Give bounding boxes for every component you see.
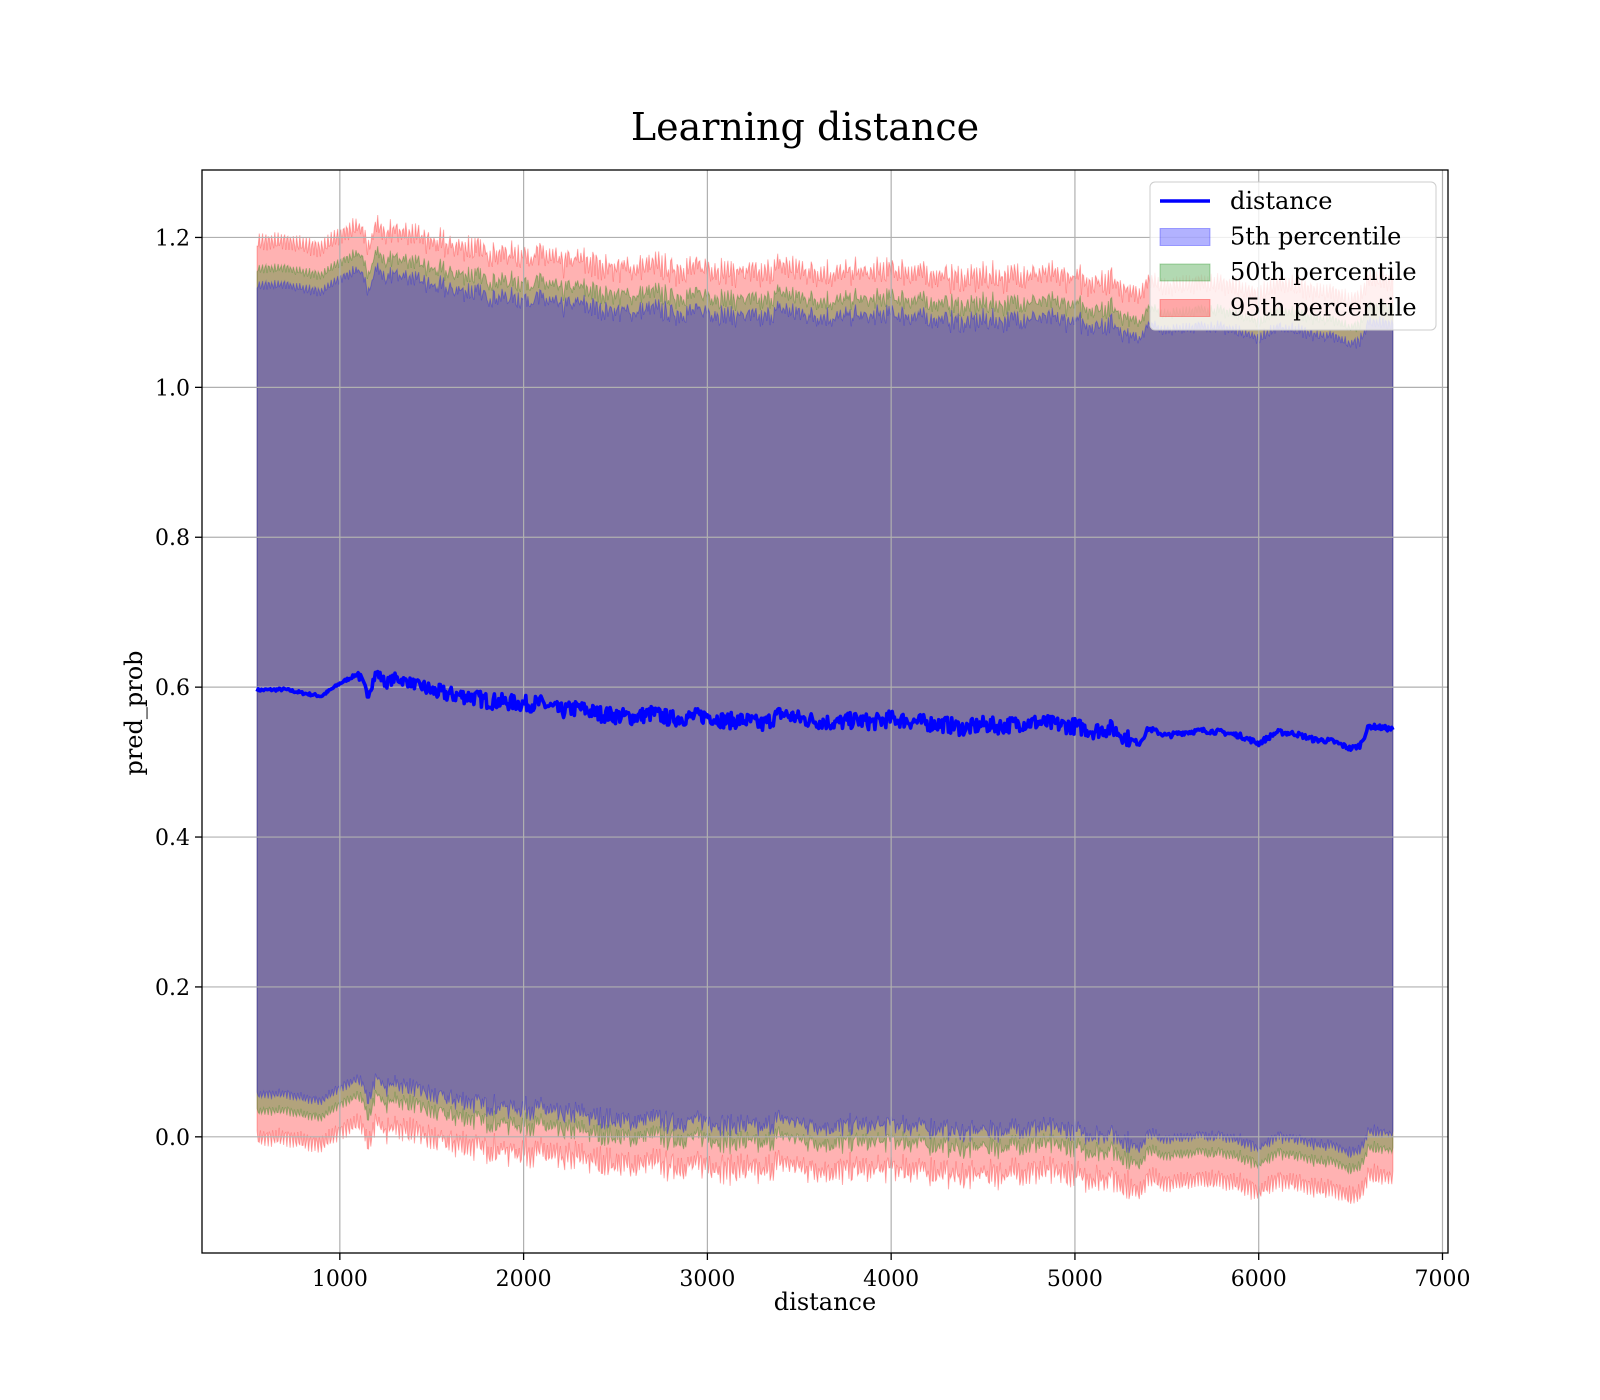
band-95th-percentile <box>256 214 1394 1204</box>
chart-title: Learning distance <box>631 105 979 149</box>
x-tick-label: 6000 <box>1231 1267 1287 1292</box>
y-tick-label: 0.6 <box>155 676 190 701</box>
legend: distance 5th percentile 50th percentile 95t… <box>1149 181 1437 331</box>
x-tick-label: 4000 <box>863 1267 919 1292</box>
legend-swatch-band <box>1159 263 1211 282</box>
y-tick-label: 0.4 <box>155 826 190 851</box>
legend-swatch-band <box>1159 228 1211 246</box>
y-tick-label: 0.2 <box>155 976 190 1001</box>
y-axis-label: pred_prob <box>120 650 148 775</box>
x-tick-label: 3000 <box>679 1267 735 1292</box>
legend-entry-label: 5th percentile <box>1230 223 1401 251</box>
legend-entry-label: 50th percentile <box>1230 258 1417 286</box>
y-tick-label: 0.8 <box>155 526 190 551</box>
legend-swatch-band <box>1159 299 1211 317</box>
axes-frame <box>201 169 1449 1254</box>
x-tick-label: 2000 <box>496 1267 552 1292</box>
y-tick-label: 1.0 <box>155 376 190 401</box>
legend-box <box>1149 181 1437 331</box>
legend-entry-label: distance <box>1230 187 1332 215</box>
y-tick-label: 1.2 <box>155 226 190 251</box>
x-axis-label: distance <box>774 1288 876 1316</box>
band-5th-percentile <box>256 262 1394 1159</box>
y-tick-label: 0.0 <box>155 1126 190 1151</box>
series-line-distance <box>255 669 1395 752</box>
x-tick-label: 5000 <box>1047 1267 1103 1292</box>
plot-area: 1000 2000 3000 4000 5000 6000 7000 0.0 0.2 0.4 0.6… <box>155 169 1470 1292</box>
band-50th-percentile <box>256 246 1394 1175</box>
legend-entry-label: 95th percentile <box>1230 294 1417 322</box>
x-tick-label: 1000 <box>312 1267 368 1292</box>
x-tick-label: 7000 <box>1414 1267 1470 1292</box>
